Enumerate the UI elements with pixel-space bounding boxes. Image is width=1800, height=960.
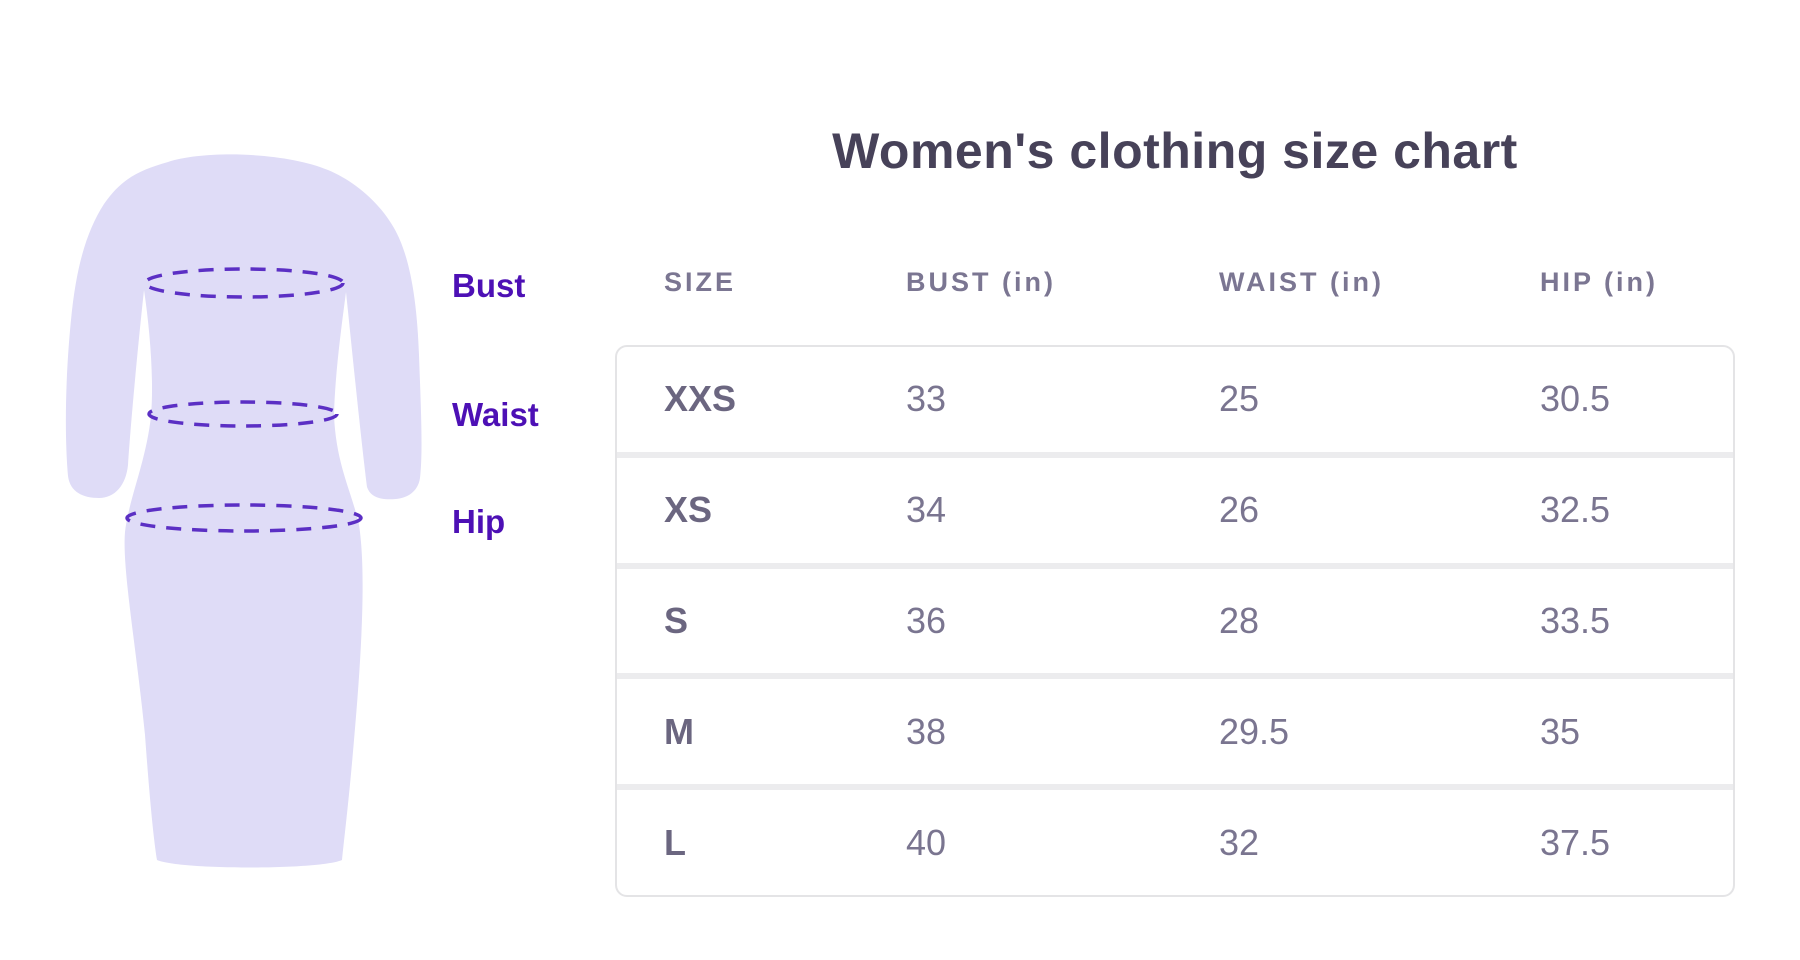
row-divider [617,673,1733,680]
size-cell: S [664,599,689,641]
waist-cell: 28 [1219,599,1260,641]
hip-label: Hip [452,503,506,540]
bust-measurement-ellipse [143,267,345,299]
table-row: M 38 29.5 35 [617,679,1733,784]
row-divider [617,451,1733,458]
hip-measurement-ellipse [125,503,363,533]
waist-measurement-ellipse [147,400,339,428]
waist-label: Waist [452,396,539,433]
waist-cell: 29.5 [1219,710,1290,752]
hip-cell: 32.5 [1540,489,1611,531]
column-header-hip: HIP (in) [1540,266,1658,297]
table-row: XS 34 26 32.5 [617,458,1733,563]
column-header-waist: WAIST (in) [1219,266,1384,297]
size-cell: L [664,821,686,863]
hip-cell: 30.5 [1540,378,1611,420]
hip-cell: 33.5 [1540,599,1611,641]
row-divider [617,784,1733,791]
size-cell: XXS [664,378,737,420]
table-row: XXS 33 25 30.5 [617,347,1733,452]
bust-cell: 34 [906,489,947,531]
table-row: S 36 28 33.5 [617,569,1733,674]
table-header-row: SIZE BUST (in) WAIST (in) HIP (in) [617,264,1733,300]
row-divider [617,562,1733,569]
hip-cell: 37.5 [1540,821,1611,863]
size-cell: XS [664,489,713,531]
bust-cell: 40 [906,821,947,863]
size-cell: M [664,710,694,752]
waist-cell: 32 [1219,821,1260,863]
column-header-bust: BUST (in) [906,266,1056,297]
dress-silhouette [65,154,422,868]
bust-cell: 38 [906,710,947,752]
bust-cell: 36 [906,599,947,641]
waist-cell: 25 [1219,378,1260,420]
column-header-size: SIZE [664,266,737,297]
table-row: L 40 32 37.5 [617,790,1733,895]
waist-cell: 26 [1219,489,1260,531]
bust-label: Bust [452,267,526,304]
size-table: XXS 33 25 30.5 XS 34 26 32.5 S 36 28 33.… [615,345,1735,897]
hip-cell: 35 [1540,710,1581,752]
page-title: Women's clothing size chart [832,123,1518,179]
bust-cell: 33 [906,378,947,420]
